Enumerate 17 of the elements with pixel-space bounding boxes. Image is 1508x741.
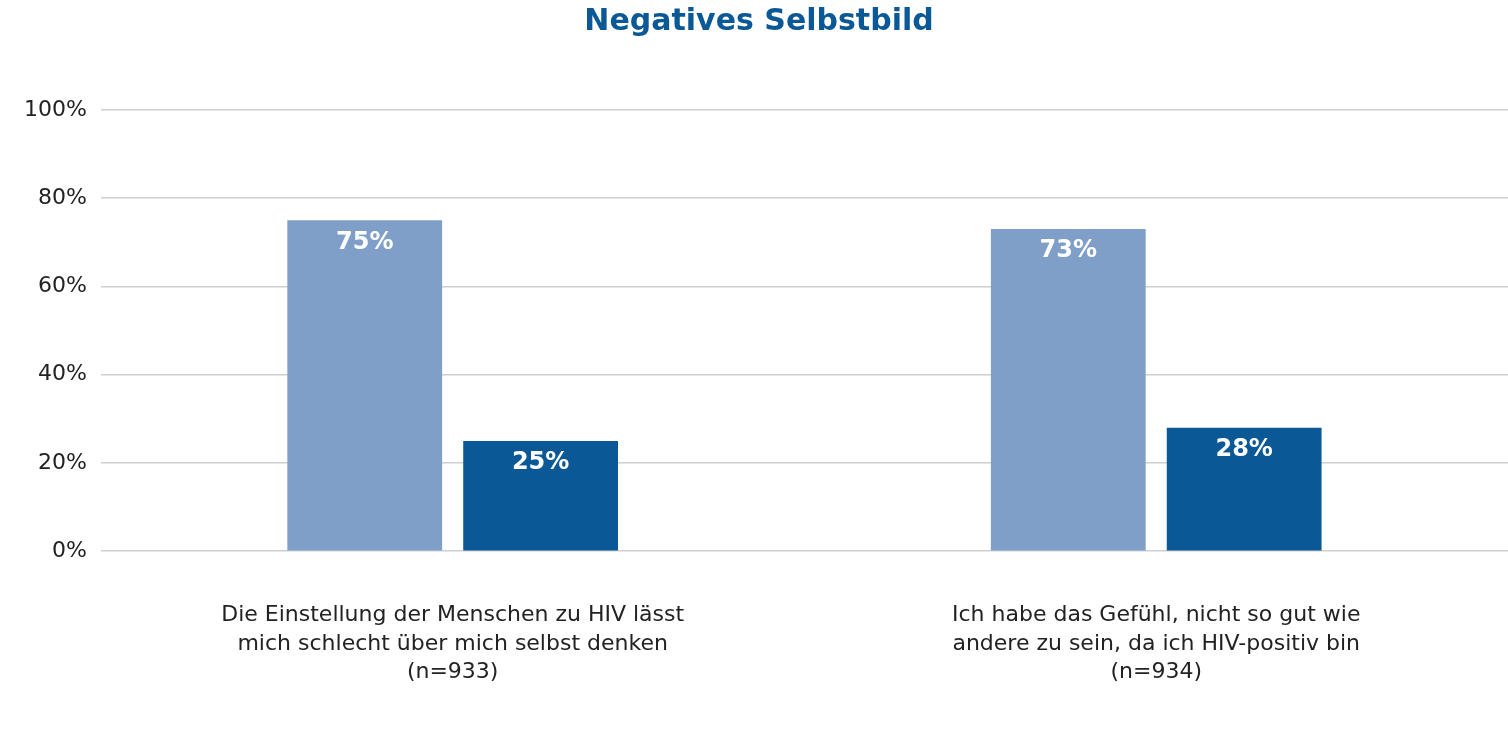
data-label: 73% [1039,235,1098,264]
data-label: 28% [1215,433,1273,462]
data-label: 25% [511,447,570,476]
y-tick-label: 100% [23,95,87,121]
data-label: 75% [336,226,394,255]
y-tick-label: 0% [51,536,87,562]
y-tick-label: 20% [37,448,87,474]
bar [463,440,619,551]
y-tick-label: 80% [37,183,87,209]
y-tick-label: 60% [37,272,87,298]
chart-title: Negatives Selbstbild [584,1,934,37]
bar [1166,427,1322,551]
x-tick-label: Ich habe das Gefühl, nicht so gut wie andere zu sein, da ich HIV-positiv bin (n=934) [952,601,1361,684]
x-tick-label: Die Einstellung der Menschen zu HIV lässt mich schlecht über mich selbst denken (n=933) [221,601,685,684]
bar [287,220,443,551]
bar [990,229,1146,551]
y-tick-label: 40% [37,360,87,386]
